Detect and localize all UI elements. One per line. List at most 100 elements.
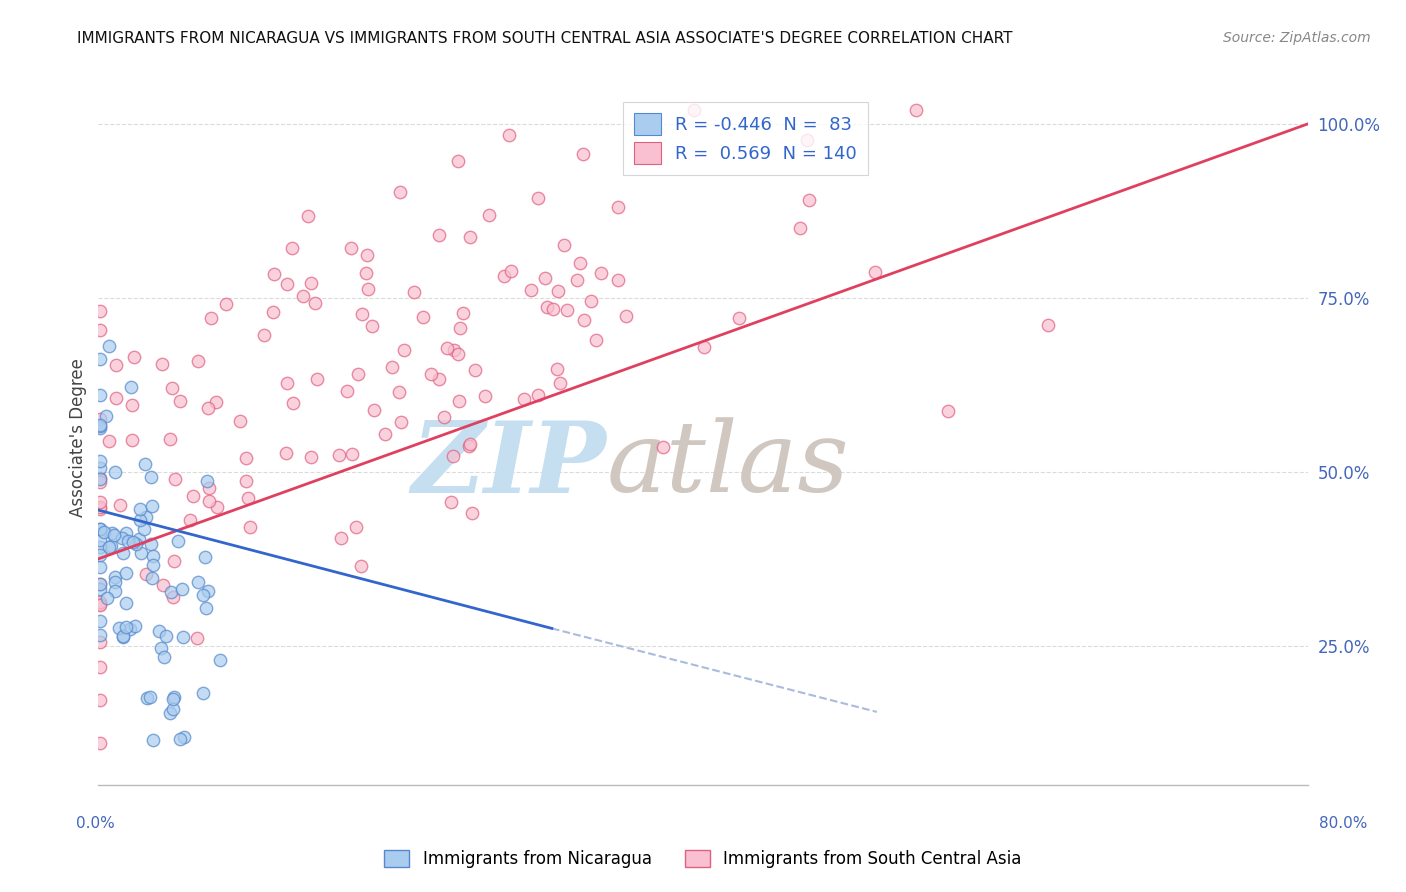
Point — [89, 614, 111, 628]
Point — [163, 554, 186, 568]
Point — [904, 103, 927, 117]
Point — [427, 227, 450, 242]
Point — [159, 706, 181, 720]
Point — [449, 321, 471, 335]
Point — [585, 333, 607, 347]
Point — [547, 284, 569, 298]
Point — [134, 457, 156, 471]
Point — [579, 294, 602, 309]
Point — [440, 495, 463, 509]
Point — [458, 439, 481, 453]
Y-axis label: Associate's Degree: Associate's Degree — [69, 358, 87, 516]
Point — [89, 475, 111, 490]
Point — [128, 533, 150, 547]
Point — [534, 270, 557, 285]
Point — [205, 395, 228, 409]
Point — [728, 310, 751, 325]
Point — [305, 372, 328, 386]
Point — [139, 690, 162, 704]
Point — [103, 528, 125, 542]
Point — [89, 412, 111, 426]
Point — [195, 475, 218, 489]
Text: atlas: atlas — [606, 417, 849, 513]
Point — [89, 500, 111, 514]
Point — [98, 540, 121, 554]
Point — [141, 571, 163, 585]
Point — [135, 509, 157, 524]
Point — [591, 266, 613, 280]
Text: 0.0%: 0.0% — [76, 816, 115, 830]
Point — [114, 596, 136, 610]
Point — [104, 584, 127, 599]
Point — [451, 306, 474, 320]
Point — [200, 311, 222, 326]
Point — [501, 264, 523, 278]
Point — [105, 391, 128, 405]
Point — [651, 440, 673, 454]
Point — [111, 630, 134, 644]
Point — [197, 584, 219, 599]
Point — [936, 403, 959, 417]
Point — [797, 193, 820, 207]
Point — [571, 147, 593, 161]
Point — [381, 359, 404, 374]
Point — [124, 618, 146, 632]
Point — [142, 549, 165, 563]
Point — [441, 450, 464, 464]
Point — [139, 537, 162, 551]
Point — [263, 268, 285, 282]
Point — [464, 362, 486, 376]
Point — [117, 533, 139, 548]
Point — [122, 350, 145, 364]
Point — [89, 304, 111, 318]
Point — [104, 465, 127, 479]
Point — [863, 265, 886, 279]
Point — [89, 352, 111, 367]
Point — [356, 247, 378, 261]
Point — [198, 481, 221, 495]
Point — [447, 394, 470, 409]
Point — [262, 305, 284, 319]
Point — [89, 471, 111, 485]
Point — [104, 570, 127, 584]
Point — [187, 574, 209, 589]
Point — [111, 532, 134, 546]
Point — [179, 513, 201, 527]
Point — [205, 500, 228, 514]
Point — [172, 630, 194, 644]
Point — [280, 241, 302, 255]
Text: IMMIGRANTS FROM NICARAGUA VS IMMIGRANTS FROM SOUTH CENTRAL ASIA ASSOCIATE'S DEGR: IMMIGRANTS FROM NICARAGUA VS IMMIGRANTS … — [77, 31, 1012, 46]
Point — [124, 537, 146, 551]
Point — [141, 470, 163, 484]
Point — [121, 433, 143, 447]
Point — [389, 415, 412, 429]
Point — [342, 447, 364, 461]
Point — [354, 267, 377, 281]
Point — [789, 221, 811, 235]
Point — [478, 208, 501, 222]
Point — [169, 731, 191, 746]
Point — [89, 388, 111, 402]
Point — [194, 600, 217, 615]
Point — [565, 273, 588, 287]
Point — [363, 402, 385, 417]
Point — [89, 494, 111, 508]
Point — [160, 585, 183, 599]
Point — [352, 307, 374, 321]
Point — [360, 319, 382, 334]
Point — [122, 535, 145, 549]
Point — [142, 558, 165, 572]
Point — [555, 303, 578, 318]
Point — [513, 392, 536, 407]
Point — [111, 629, 134, 643]
Point — [155, 629, 177, 643]
Point — [299, 450, 322, 465]
Point — [458, 230, 481, 244]
Point — [89, 501, 111, 516]
Point — [274, 445, 297, 459]
Point — [153, 650, 176, 665]
Point — [304, 296, 326, 310]
Point — [197, 494, 219, 508]
Point — [89, 597, 111, 611]
Point — [194, 549, 217, 564]
